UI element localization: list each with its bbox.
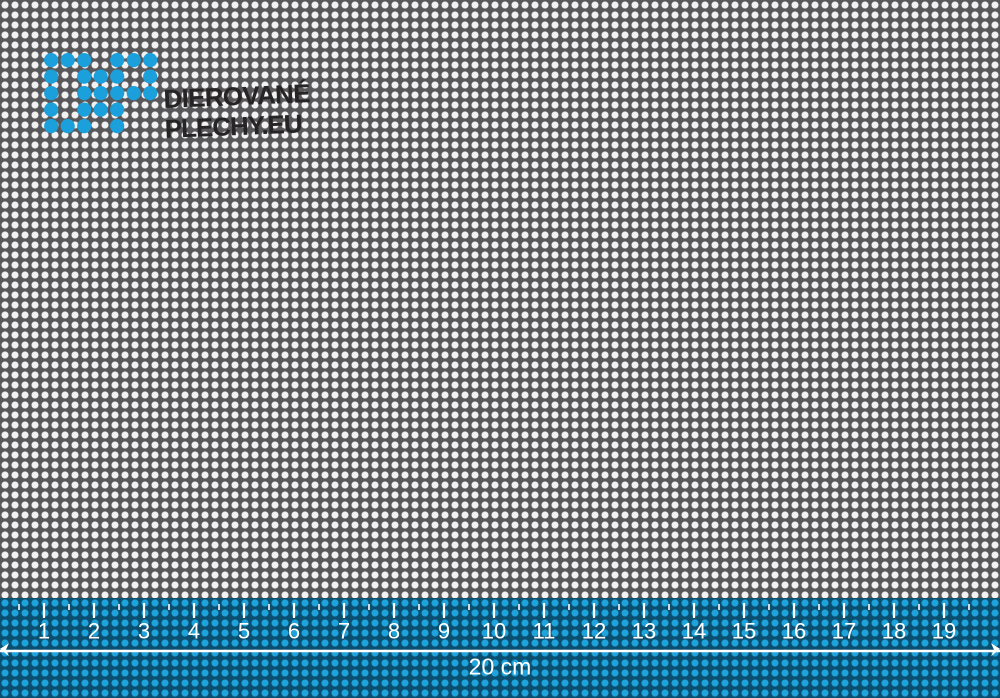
svg-text:19: 19 bbox=[932, 619, 956, 644]
svg-text:14: 14 bbox=[682, 619, 706, 644]
svg-text:9: 9 bbox=[438, 619, 450, 644]
svg-text:5: 5 bbox=[238, 619, 250, 644]
svg-text:16: 16 bbox=[782, 619, 806, 644]
svg-text:10: 10 bbox=[482, 619, 506, 644]
svg-text:15: 15 bbox=[732, 619, 756, 644]
svg-text:11: 11 bbox=[533, 619, 556, 644]
svg-text:12: 12 bbox=[582, 619, 606, 644]
svg-text:13: 13 bbox=[632, 619, 656, 644]
svg-text:2: 2 bbox=[88, 619, 100, 644]
svg-text:7: 7 bbox=[338, 619, 350, 644]
svg-text:1: 1 bbox=[38, 619, 50, 644]
svg-text:17: 17 bbox=[832, 619, 856, 644]
svg-text:18: 18 bbox=[882, 619, 906, 644]
svg-text:6: 6 bbox=[288, 619, 300, 644]
svg-text:8: 8 bbox=[388, 619, 400, 644]
svg-text:4: 4 bbox=[188, 619, 200, 644]
svg-text:20 cm: 20 cm bbox=[469, 654, 532, 680]
svg-text:3: 3 bbox=[138, 619, 150, 644]
